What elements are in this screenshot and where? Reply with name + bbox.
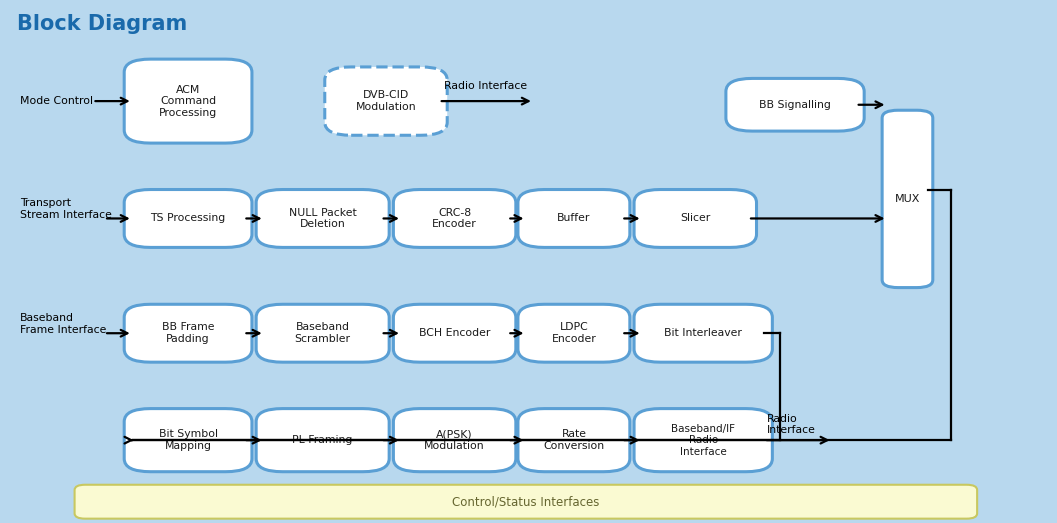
FancyBboxPatch shape: [125, 304, 252, 362]
Text: BB Frame
Padding: BB Frame Padding: [162, 322, 215, 344]
Text: Radio Interface: Radio Interface: [444, 82, 527, 92]
Text: A(PSK)
Modulation: A(PSK) Modulation: [424, 429, 485, 451]
FancyBboxPatch shape: [125, 408, 252, 472]
Text: Rate
Conversion: Rate Conversion: [543, 429, 605, 451]
FancyBboxPatch shape: [125, 59, 252, 143]
FancyBboxPatch shape: [518, 408, 630, 472]
Text: Baseband
Scrambler: Baseband Scrambler: [295, 322, 351, 344]
FancyBboxPatch shape: [726, 78, 865, 131]
Text: PL Framing: PL Framing: [293, 435, 353, 445]
Text: NULL Packet
Deletion: NULL Packet Deletion: [289, 208, 356, 229]
Text: Slicer: Slicer: [680, 213, 710, 223]
Text: DVB-CID
Modulation: DVB-CID Modulation: [355, 90, 416, 112]
Text: Transport
Stream Interface: Transport Stream Interface: [20, 198, 112, 220]
FancyBboxPatch shape: [634, 408, 773, 472]
FancyBboxPatch shape: [634, 304, 773, 362]
Text: LDPC
Encoder: LDPC Encoder: [552, 322, 596, 344]
FancyBboxPatch shape: [256, 304, 389, 362]
Text: Buffer: Buffer: [557, 213, 591, 223]
FancyBboxPatch shape: [256, 408, 389, 472]
FancyBboxPatch shape: [883, 110, 932, 288]
FancyBboxPatch shape: [518, 304, 630, 362]
Text: BCH Encoder: BCH Encoder: [419, 328, 490, 338]
Text: BB Signalling: BB Signalling: [759, 100, 831, 110]
Text: Bit Symbol
Mapping: Bit Symbol Mapping: [159, 429, 218, 451]
FancyBboxPatch shape: [393, 408, 516, 472]
FancyBboxPatch shape: [393, 189, 516, 247]
Text: Control/Status Interfaces: Control/Status Interfaces: [452, 495, 599, 508]
FancyBboxPatch shape: [125, 189, 252, 247]
FancyBboxPatch shape: [256, 189, 389, 247]
Text: ACM
Command
Processing: ACM Command Processing: [159, 85, 217, 118]
Text: Block Diagram: Block Diagram: [17, 14, 187, 34]
Text: Mode Control: Mode Control: [20, 96, 93, 106]
Text: TS Processing: TS Processing: [150, 213, 226, 223]
FancyBboxPatch shape: [324, 67, 447, 135]
Text: Baseband/IF
Radio
Interface: Baseband/IF Radio Interface: [671, 424, 736, 457]
FancyBboxPatch shape: [634, 189, 757, 247]
Text: Radio
Interface: Radio Interface: [767, 414, 816, 435]
FancyBboxPatch shape: [393, 304, 516, 362]
Text: Baseband
Frame Interface: Baseband Frame Interface: [20, 313, 106, 335]
FancyBboxPatch shape: [518, 189, 630, 247]
Text: CRC-8
Encoder: CRC-8 Encoder: [432, 208, 477, 229]
Text: MUX: MUX: [895, 194, 921, 204]
FancyBboxPatch shape: [75, 485, 977, 519]
Text: Bit Interleaver: Bit Interleaver: [664, 328, 742, 338]
